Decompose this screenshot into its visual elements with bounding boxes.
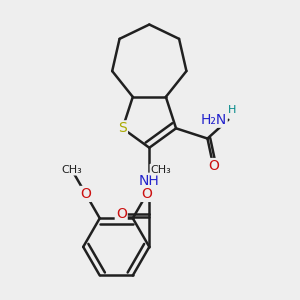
Text: CH₃: CH₃ xyxy=(61,165,82,175)
Text: CH₃: CH₃ xyxy=(151,165,171,175)
Text: O: O xyxy=(116,207,127,221)
Text: H: H xyxy=(227,106,236,116)
Text: O: O xyxy=(208,159,219,173)
Text: H₂N: H₂N xyxy=(200,113,227,127)
Text: O: O xyxy=(80,187,91,201)
Text: O: O xyxy=(141,187,152,201)
Text: S: S xyxy=(118,121,127,135)
Text: NH: NH xyxy=(139,174,160,188)
